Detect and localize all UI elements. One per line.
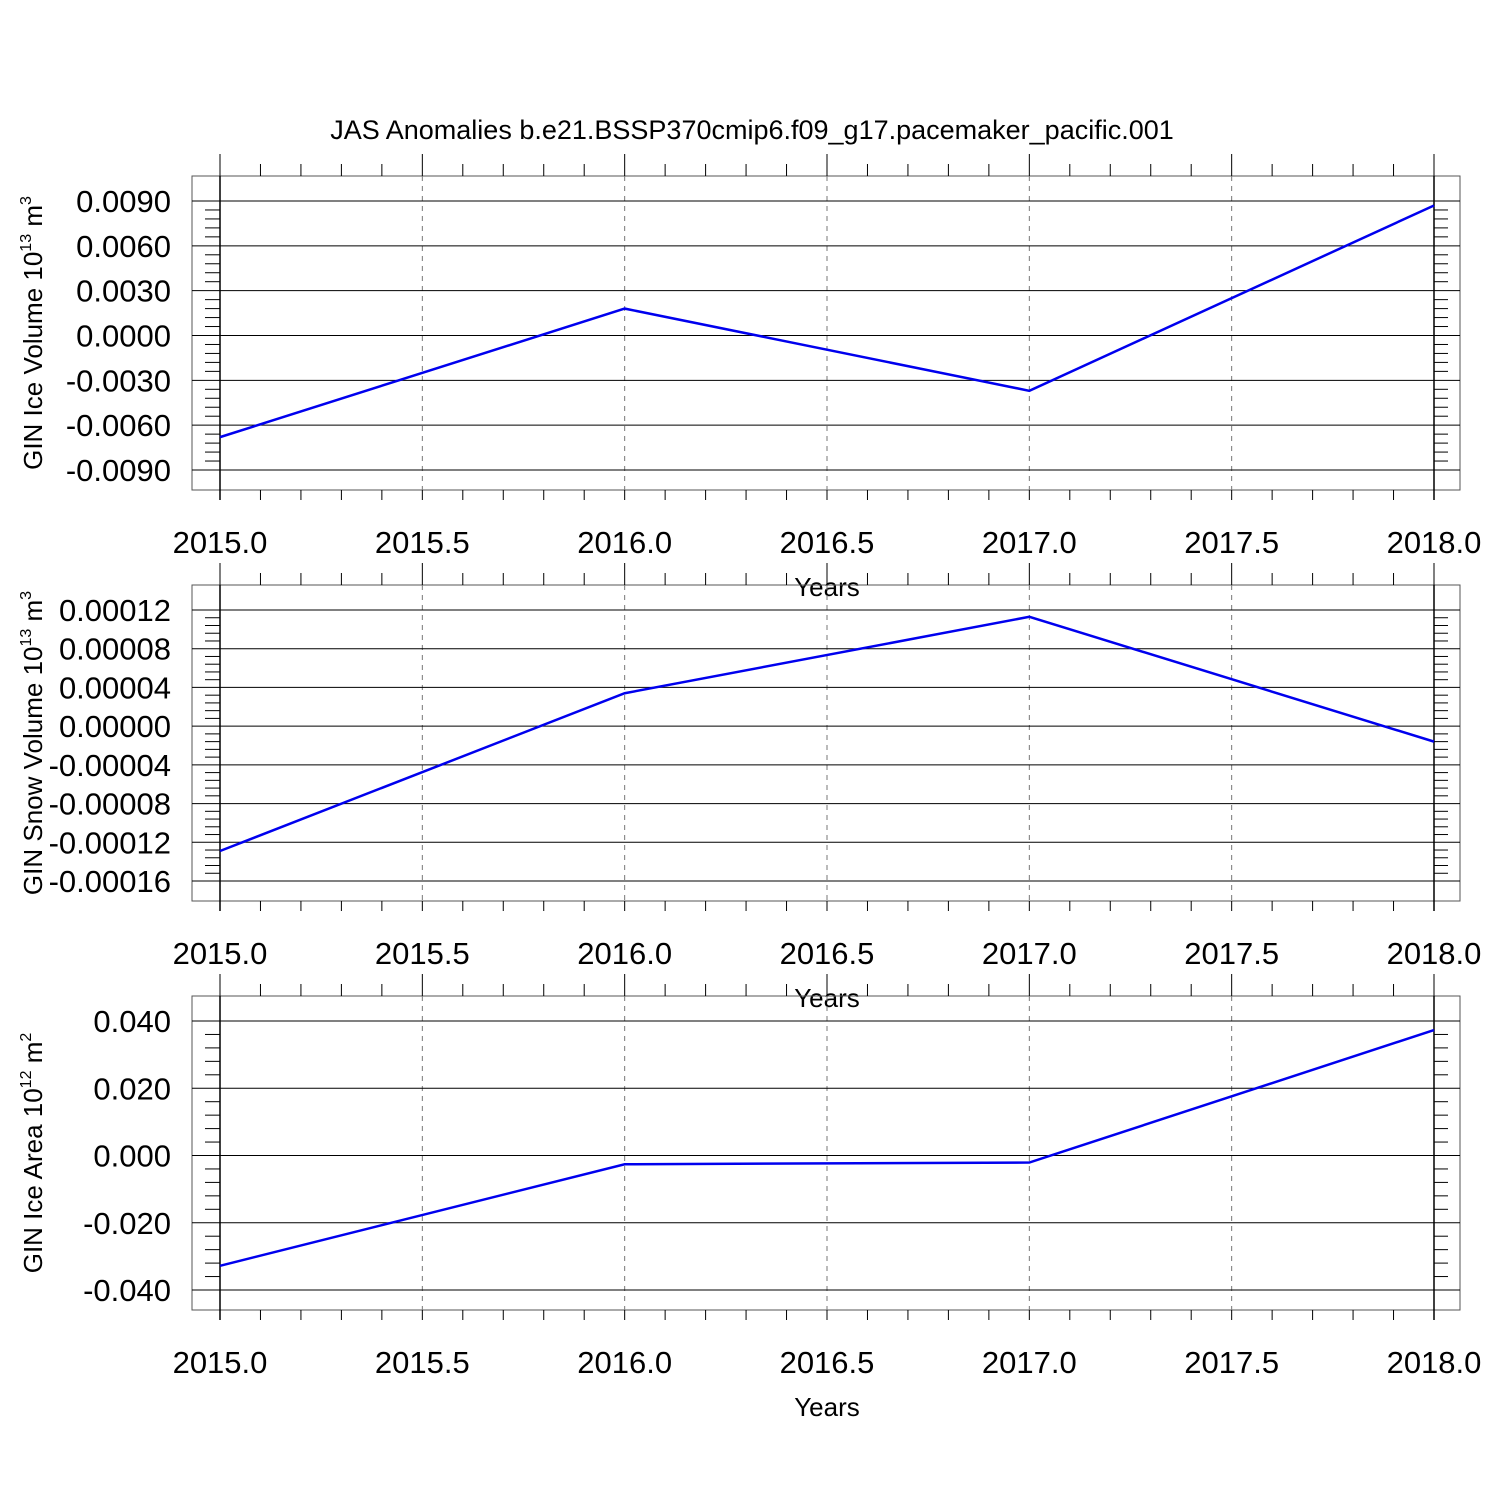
y-tick-label: -0.020 bbox=[83, 1206, 171, 1241]
x-tick-label: 2016.5 bbox=[780, 525, 875, 560]
series-line bbox=[219, 204, 1435, 439]
x-tick-label: 2018.0 bbox=[1387, 1345, 1482, 1380]
plot-frame bbox=[191, 584, 1461, 902]
y-tick-label: -0.00016 bbox=[49, 864, 171, 899]
x-tick-label: 2016.5 bbox=[780, 1345, 875, 1380]
y-tick-label: 0.0030 bbox=[76, 274, 171, 309]
x-tick-label: 2017.5 bbox=[1184, 936, 1279, 971]
series-line bbox=[219, 1028, 1435, 1268]
panels-container: 0.0090 0.0060 0.0030 0.0000 -0.0030 -0.0060 -0… bbox=[18, 154, 1481, 1422]
x-tick-label: 2016.0 bbox=[577, 525, 672, 560]
plot-frame bbox=[191, 995, 1461, 1311]
x-tick-label: 2015.0 bbox=[173, 936, 268, 971]
y-tick-label: 0.020 bbox=[93, 1071, 171, 1106]
x-tick-label: 2018.0 bbox=[1387, 936, 1482, 971]
y-tick-label: 0.00004 bbox=[59, 670, 171, 705]
y-axis-label: GIN Ice Volume 1013 m3 bbox=[18, 196, 48, 470]
y-axis-label: GIN Snow Volume 1013 m3 bbox=[18, 591, 48, 895]
y-tick-label: 0.00000 bbox=[59, 709, 171, 744]
y-tick-label: 0.0090 bbox=[76, 184, 171, 219]
y-axis-label: GIN Ice Area 1012 m2 bbox=[18, 1033, 48, 1274]
y-tick-label: 0.00008 bbox=[59, 632, 171, 667]
x-tick-label: 2017.0 bbox=[982, 1345, 1077, 1380]
x-axis-label: Years bbox=[794, 1392, 860, 1422]
y-tick-label: -0.0030 bbox=[66, 363, 171, 398]
y-tick-label: 0.040 bbox=[93, 1004, 171, 1039]
x-tick-label: 2015.5 bbox=[375, 1345, 470, 1380]
y-tick-label: 0.0060 bbox=[76, 229, 171, 264]
y-tick-label: -0.0090 bbox=[66, 453, 171, 488]
y-tick-label: -0.040 bbox=[83, 1273, 171, 1308]
x-tick-label: 2016.0 bbox=[577, 936, 672, 971]
y-tick-label: -0.00004 bbox=[49, 748, 171, 783]
y-tick-label: -0.00008 bbox=[49, 787, 171, 822]
x-tick-label: 2016.5 bbox=[780, 936, 875, 971]
x-tick-label: 2015.0 bbox=[173, 1345, 268, 1380]
x-tick-label: 2015.0 bbox=[173, 525, 268, 560]
figure-title: JAS Anomalies b.e21.BSSP370cmip6.f09_g17… bbox=[330, 115, 1174, 145]
x-tick-label: 2017.5 bbox=[1184, 1345, 1279, 1380]
x-tick-label: 2018.0 bbox=[1387, 525, 1482, 560]
panel-1: 0.0090 0.0060 0.0030 0.0000 -0.0030 -0.0060 -0… bbox=[18, 154, 1481, 602]
panel-3: 0.040 0.020 0.000 -0.020 -0.040 2015.0 2015.5 2… bbox=[18, 974, 1481, 1422]
x-tick-label: 2016.0 bbox=[577, 1345, 672, 1380]
y-tick-label: -0.00012 bbox=[49, 825, 171, 860]
y-tick-label: 0.00012 bbox=[59, 593, 171, 628]
x-tick-label: 2017.0 bbox=[982, 525, 1077, 560]
y-tick-label: 0.000 bbox=[93, 1139, 171, 1174]
y-tick-label: -0.0060 bbox=[66, 408, 171, 443]
x-tick-label: 2015.5 bbox=[375, 525, 470, 560]
y-tick-label: 0.0000 bbox=[76, 319, 171, 354]
x-tick-label: 2017.0 bbox=[982, 936, 1077, 971]
series-line bbox=[219, 615, 1435, 853]
x-tick-label: 2017.5 bbox=[1184, 525, 1279, 560]
x-tick-label: 2015.5 bbox=[375, 936, 470, 971]
plot-frame bbox=[191, 175, 1461, 491]
